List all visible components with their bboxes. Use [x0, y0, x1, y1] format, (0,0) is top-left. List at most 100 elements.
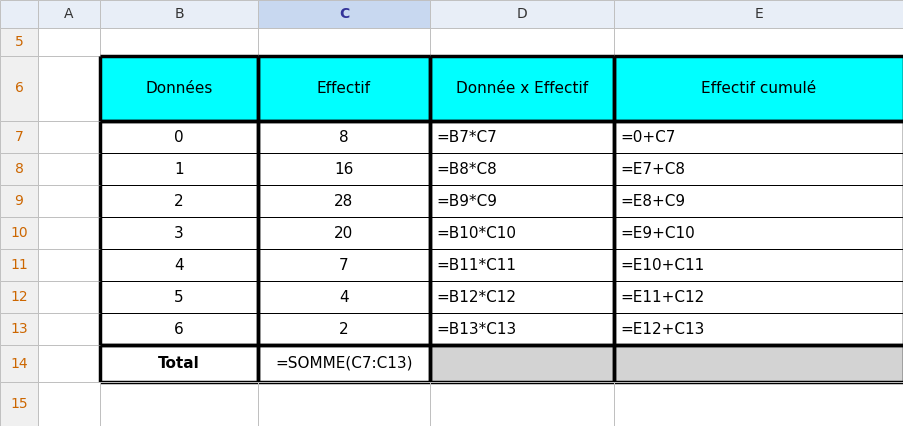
Bar — [38, 249, 100, 281]
Bar — [100, 217, 257, 249]
Bar — [613, 217, 903, 249]
Bar — [100, 345, 257, 382]
Bar — [38, 313, 100, 345]
Text: 9: 9 — [14, 194, 23, 208]
Bar — [0, 382, 38, 426]
Bar — [100, 382, 257, 426]
Bar — [257, 121, 430, 153]
Bar — [257, 382, 430, 426]
Text: =E9+C10: =E9+C10 — [619, 225, 694, 241]
Bar — [38, 121, 100, 153]
Bar — [100, 28, 257, 56]
Text: C: C — [339, 7, 349, 21]
Text: 15: 15 — [10, 397, 28, 411]
Bar — [100, 121, 257, 153]
Bar — [430, 345, 613, 382]
Bar — [430, 249, 613, 281]
Text: Donnée x Effectif: Donnée x Effectif — [455, 81, 588, 96]
Text: Effectif: Effectif — [317, 81, 370, 96]
Bar — [613, 121, 903, 153]
Text: 11: 11 — [10, 258, 28, 272]
Bar — [430, 217, 613, 249]
Bar — [430, 281, 613, 313]
Bar — [430, 153, 613, 185]
Text: 16: 16 — [334, 161, 353, 176]
Text: =E12+C13: =E12+C13 — [619, 322, 703, 337]
Bar — [0, 121, 38, 153]
Bar — [0, 313, 38, 345]
Bar — [257, 345, 430, 382]
Bar — [613, 313, 903, 345]
Bar — [613, 56, 903, 121]
Text: Données: Données — [145, 81, 212, 96]
Bar — [38, 28, 100, 56]
Bar — [38, 281, 100, 313]
Bar — [257, 313, 430, 345]
Bar — [100, 56, 257, 121]
Text: =SOMME(C7:C13): =SOMME(C7:C13) — [275, 356, 413, 371]
Bar — [38, 153, 100, 185]
Text: 6: 6 — [14, 81, 23, 95]
Bar — [0, 0, 38, 28]
Bar — [257, 0, 430, 28]
Bar — [613, 281, 903, 313]
Text: =E11+C12: =E11+C12 — [619, 290, 703, 305]
Text: 0: 0 — [174, 130, 183, 144]
Bar — [38, 345, 100, 382]
Bar — [0, 153, 38, 185]
Text: =B10*C10: =B10*C10 — [435, 225, 516, 241]
Bar — [257, 217, 430, 249]
Text: 20: 20 — [334, 225, 353, 241]
Bar — [257, 281, 430, 313]
Bar — [0, 345, 38, 382]
Bar — [613, 249, 903, 281]
Text: 1: 1 — [174, 161, 183, 176]
Text: 14: 14 — [10, 357, 28, 371]
Bar — [38, 217, 100, 249]
Text: 2: 2 — [174, 193, 183, 208]
Bar — [0, 217, 38, 249]
Bar — [430, 121, 613, 153]
Bar — [613, 382, 903, 426]
Bar — [38, 382, 100, 426]
Text: 8: 8 — [339, 130, 349, 144]
Bar — [100, 0, 257, 28]
Bar — [430, 382, 613, 426]
Bar — [100, 281, 257, 313]
Text: 8: 8 — [14, 162, 23, 176]
Bar — [257, 249, 430, 281]
Bar — [100, 185, 257, 217]
Bar — [100, 313, 257, 345]
Text: =E10+C11: =E10+C11 — [619, 257, 703, 273]
Text: 7: 7 — [14, 130, 23, 144]
Text: 5: 5 — [174, 290, 183, 305]
Text: 28: 28 — [334, 193, 353, 208]
Bar — [613, 0, 903, 28]
Bar — [257, 28, 430, 56]
Text: =B13*C13: =B13*C13 — [435, 322, 516, 337]
Bar — [430, 56, 613, 121]
Bar — [430, 0, 613, 28]
Text: 4: 4 — [339, 290, 349, 305]
Text: =B9*C9: =B9*C9 — [435, 193, 497, 208]
Bar — [100, 153, 257, 185]
Bar — [38, 185, 100, 217]
Text: =B11*C11: =B11*C11 — [435, 257, 516, 273]
Text: 5: 5 — [14, 35, 23, 49]
Bar — [38, 0, 100, 28]
Text: =B7*C7: =B7*C7 — [435, 130, 497, 144]
Bar — [38, 56, 100, 121]
Text: =B12*C12: =B12*C12 — [435, 290, 516, 305]
Text: D: D — [516, 7, 526, 21]
Bar — [430, 185, 613, 217]
Text: 10: 10 — [10, 226, 28, 240]
Text: 6: 6 — [174, 322, 183, 337]
Text: E: E — [754, 7, 762, 21]
Text: =E8+C9: =E8+C9 — [619, 193, 684, 208]
Text: Effectif cumulé: Effectif cumulé — [701, 81, 815, 96]
Bar — [0, 56, 38, 121]
Bar — [430, 28, 613, 56]
Text: 13: 13 — [10, 322, 28, 336]
Text: 7: 7 — [339, 257, 349, 273]
Text: 12: 12 — [10, 290, 28, 304]
